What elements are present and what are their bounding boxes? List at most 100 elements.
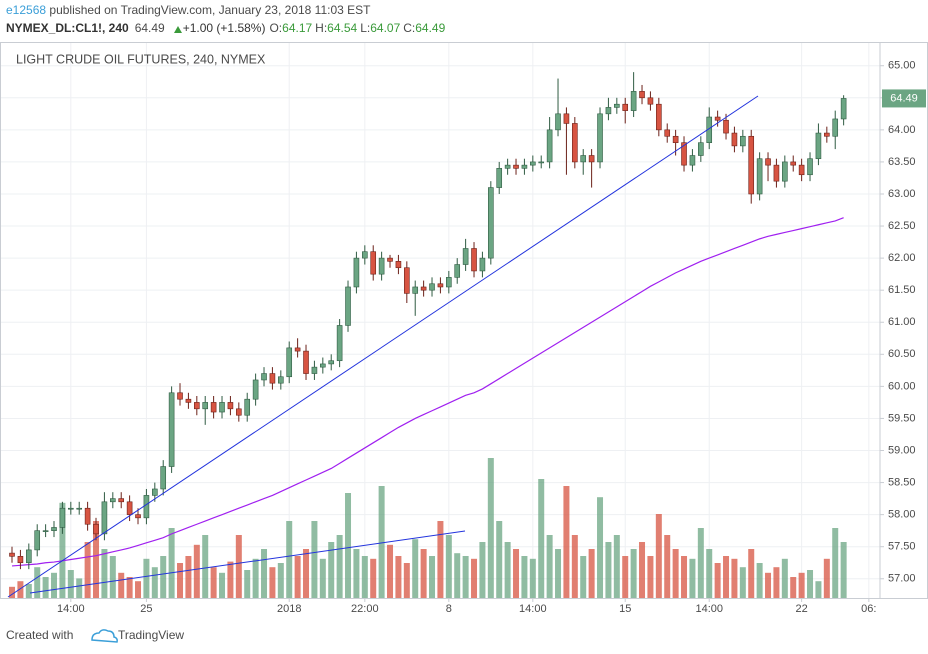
candle-body [723,119,729,134]
candle-body [227,402,234,410]
candle-body [588,155,595,163]
candle-body [765,158,771,166]
user[interactable]: e12568 [6,3,46,17]
candle-body [614,103,620,108]
x-tick-label: 22:00 [351,603,379,615]
volume-bar [739,567,746,598]
volume-bar [471,558,478,598]
candle-body [59,507,66,528]
footer-brand[interactable]: TradingView [118,628,184,642]
candle-body [639,91,645,99]
h-value: 64.54 [327,21,357,35]
candle-body [126,501,133,515]
volume-bar [832,528,839,598]
volume-bar [311,521,318,598]
volume-bar [34,567,41,598]
volume-bar [109,556,116,598]
volume-bar [328,542,335,598]
volume-bar [639,542,646,598]
quote-line: NYMEX_DL:CL1!, 240 64.49 +1.00 (+1.58%) O:6… [6,21,446,35]
volume-bar [42,577,49,598]
volume-bar [219,572,226,598]
volume-bar [252,558,259,598]
candle-body [336,325,343,362]
volume-bar [765,572,772,598]
volume-bar [504,542,511,598]
candle-body [185,398,192,403]
volume-bar [17,581,24,598]
candle-body [563,113,570,124]
candle-body [311,366,318,374]
candle-body [672,135,679,143]
volume-bar [168,528,175,598]
candle-body [219,402,225,413]
h-label: H: [315,21,327,35]
volume-bar [319,558,326,598]
chart-title: LIGHT CRUDE OIL FUTURES, 240, NYMEX [16,52,266,66]
logo[interactable] [91,629,118,643]
candle-body [286,347,293,378]
candle-body [538,161,545,164]
o-value: 64.17 [282,21,312,35]
volume-bar [655,514,662,598]
volume-bar [303,549,310,598]
volume-bar [353,549,360,598]
volume-bar [59,502,66,598]
candle-body [815,132,822,160]
volume-bar [67,570,74,598]
up-arrow [174,26,182,33]
volume-bar [714,563,721,598]
candle-body [362,251,368,259]
candle-body [51,527,57,531]
volume-bar [51,572,58,598]
volume-bar [840,542,847,598]
volume-bar [605,542,612,598]
last-price-label: 64.49 [890,92,918,104]
candle-body [429,283,435,291]
volume-trend-line [29,530,466,594]
candle-body [496,168,503,188]
volume-bar [622,556,629,598]
volume-bar [571,535,578,598]
moving-average [11,217,844,567]
candle-body [303,350,309,374]
volume-bar [529,558,536,598]
last: 64.49 [135,21,165,35]
candle-body [807,158,813,176]
x-tick-label: 15 [619,603,631,615]
volume-bar [748,549,755,598]
volume-bar [454,553,461,598]
candle-body [656,103,662,131]
x-tick-label: 8 [446,603,452,615]
volume-bar [345,493,352,598]
volume-bar [412,539,419,598]
volume-bar [462,556,469,598]
candle-body [740,135,746,147]
candle-body [605,107,612,115]
candle-body [572,123,578,163]
volume-bar [227,561,234,598]
candle-body [236,408,242,416]
candle-body [714,116,721,121]
candle-body [622,103,629,111]
volume-bar [76,578,83,598]
volume-bar [429,556,436,598]
symbol: NYMEX_DL:CL1!, 240 [6,21,129,35]
volume-bar [496,521,503,598]
volume-bar [538,479,545,598]
volume-bar [756,563,763,598]
candle-body [462,248,469,265]
volume-bar [647,556,654,598]
volume-bar [798,572,805,598]
volume-bar [773,567,780,598]
candle-body [378,257,385,275]
candle-body [387,257,393,262]
candle-body [437,283,444,288]
volume-bar [546,535,553,598]
x-tick-label: 25 [140,603,152,615]
volume-bar [681,556,688,598]
candle-body [194,402,200,410]
volume-bar [521,556,528,598]
